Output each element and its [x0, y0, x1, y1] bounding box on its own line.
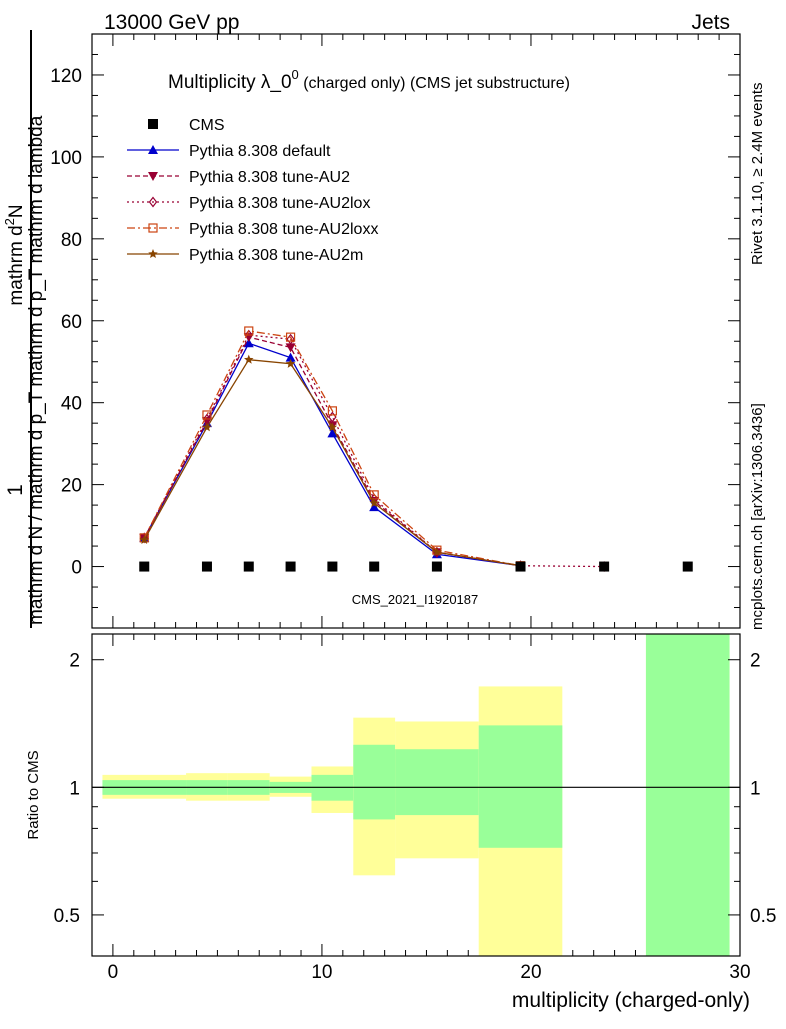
series-point — [139, 534, 150, 544]
ratio-y-tick-label-right: 2 — [750, 651, 761, 672]
ratio-band-green — [645, 634, 730, 956]
series-line — [143, 336, 521, 567]
ratio-band-green — [478, 725, 563, 848]
y-tick-label: 60 — [61, 312, 82, 333]
ratio-band-green — [395, 749, 479, 816]
x-tick-label: 30 — [729, 962, 750, 983]
series-point — [285, 352, 296, 362]
y-axis-label: 1 mathrm d N / mathrm d p_T mathrm d p_T… — [2, 30, 47, 628]
ratio-y-tick-label-right: 0.5 — [750, 906, 776, 927]
data-point — [285, 561, 296, 572]
ratio-y-tick-label: 2 — [69, 651, 80, 672]
x-tick-label: 20 — [520, 962, 541, 983]
data-point — [327, 561, 338, 572]
main-panel: 0 20 40 60 80 100 120 — [50, 33, 741, 956]
series-point — [243, 338, 254, 348]
ratio-y-label: Ratio to CMS — [25, 750, 42, 839]
data-point — [515, 561, 526, 572]
rivet-label: Rivet 3.1.10, ≥ 2.4M events — [749, 83, 766, 266]
main-frame — [91, 33, 741, 629]
ratio-panel: 0 10 20 30 0.5 0.5 1 1 2 2 — [54, 633, 776, 983]
mcplots-label: mcplots.cern.ch [arXiv:1306.3436] — [749, 403, 766, 630]
x-axis-label: multiplicity (charged-only) — [512, 989, 750, 1012]
analysis-watermark: CMS_2021_I1920187 — [352, 592, 479, 607]
data-point — [682, 561, 693, 572]
data-point — [243, 561, 254, 572]
y-tick-label: 120 — [50, 66, 82, 87]
legend-marker — [148, 196, 158, 208]
data-point — [201, 561, 212, 572]
series-point — [244, 326, 254, 336]
legend-label: Pythia 8.308 tune-AU2loxx — [189, 221, 378, 238]
series-point — [327, 422, 338, 432]
series-point — [202, 422, 212, 432]
legend-marker — [148, 119, 158, 129]
data-point — [431, 561, 442, 572]
series-point — [327, 428, 338, 438]
ratio-y-tick-label-right: 1 — [750, 778, 761, 799]
series-point — [369, 498, 379, 508]
series-line — [143, 342, 521, 567]
series-point — [285, 358, 296, 368]
legend-label: CMS — [189, 117, 225, 134]
series-point — [202, 410, 212, 420]
x-tick-label: 10 — [311, 962, 332, 983]
data-point — [369, 561, 380, 572]
ratio-y-tick-label: 1 — [69, 778, 80, 799]
series-point — [432, 547, 442, 557]
legend-label: Pythia 8.308 tune-AU2m — [189, 247, 363, 264]
data-point — [599, 561, 610, 572]
series-point — [285, 343, 296, 353]
series-line — [143, 334, 605, 568]
y-label-one: 1 — [4, 484, 27, 496]
ratio-band-green — [353, 744, 396, 820]
legend-label: Pythia 8.308 default — [189, 143, 331, 160]
y-tick-label: 0 — [71, 558, 82, 579]
legend-marker — [148, 249, 158, 259]
chart-title: Multiplicity λ_00 (charged only) (CMS je… — [168, 67, 570, 93]
y-tick-label: 100 — [50, 148, 82, 169]
legend-marker — [148, 145, 158, 154]
series-line — [143, 330, 521, 567]
legend: CMS Pythia 8.308 default Pythia 8.308 tune… — [127, 117, 378, 264]
x-tick-label: 0 — [108, 962, 119, 983]
series-point — [286, 333, 295, 345]
header-right: Jets — [691, 11, 730, 34]
series-point — [244, 329, 254, 341]
series-point — [327, 406, 337, 416]
legend-marker — [148, 172, 158, 181]
y-tick-label: 40 — [61, 394, 82, 415]
y-label-top: mathrm d2N — [2, 204, 27, 305]
series-line — [143, 358, 521, 567]
header-left: 13000 GeV pp — [104, 11, 239, 34]
series-point — [285, 332, 296, 342]
legend-marker — [148, 223, 158, 233]
series-point — [369, 502, 380, 512]
y-label-bottom: mathrm d N / mathrm d p_T mathrm d p_T m… — [26, 115, 47, 625]
series-point — [244, 354, 254, 364]
legend-label: Pythia 8.308 tune-AU2 — [189, 169, 350, 186]
y-tick-label: 80 — [61, 230, 82, 251]
legend-label: Pythia 8.308 tune-AU2lox — [189, 195, 370, 212]
y-tick-label: 20 — [61, 476, 82, 497]
data-point — [139, 561, 150, 572]
ratio-y-tick-label: 0.5 — [54, 906, 80, 927]
ratio-frame — [91, 633, 741, 957]
